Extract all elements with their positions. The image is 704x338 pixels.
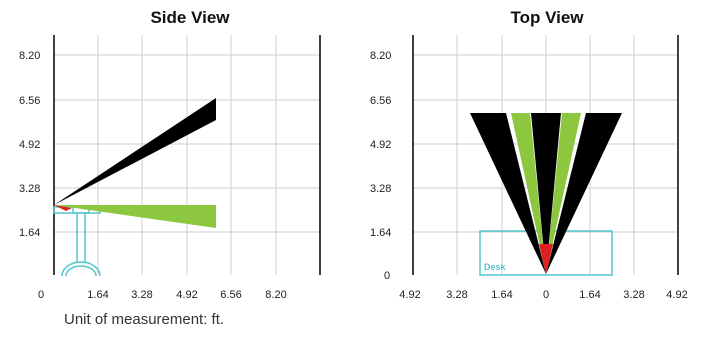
top-view-x-tick-label: 0 bbox=[543, 289, 549, 301]
side-view-x-tick-label: 8.20 bbox=[265, 289, 286, 301]
top-view-red-marker bbox=[539, 244, 553, 274]
top-view-x-tick-label: 1.64 bbox=[579, 289, 600, 301]
side-view-y-tick-label: 1.64 bbox=[19, 227, 40, 239]
top-view-x-tick-label: 1.64 bbox=[491, 289, 512, 301]
side-view-black-beam bbox=[54, 98, 216, 205]
top-view-y-tick-label: 0 bbox=[384, 270, 390, 282]
top-view-green-beam-left bbox=[511, 113, 546, 274]
top-view-x-tick-label: 4.92 bbox=[666, 289, 687, 301]
top-view-x-tick-label: 3.28 bbox=[446, 289, 467, 301]
top-view-x-tick-label: 3.28 bbox=[623, 289, 644, 301]
side-view-red-marker bbox=[54, 205, 72, 211]
top-view-black-beam-right bbox=[546, 113, 622, 274]
top-view-y-tick-label: 4.92 bbox=[370, 139, 391, 151]
top-view-y-tick-label: 3.28 bbox=[370, 183, 391, 195]
top-view-green-beam-right bbox=[546, 113, 581, 274]
top-view-desk-label: Desk bbox=[484, 262, 507, 272]
side-view-x-tick-label: 0 bbox=[38, 289, 44, 301]
top-view-y-tick-label: 8.20 bbox=[370, 50, 391, 62]
side-view-y-tick-label: 4.92 bbox=[19, 139, 40, 151]
side-view-green-beam bbox=[54, 205, 216, 228]
side-view-x-tick-label: 4.92 bbox=[176, 289, 197, 301]
top-view-y-tick-label: 1.64 bbox=[370, 227, 391, 239]
top-view-black-beam-center bbox=[531, 113, 561, 274]
unit-of-measurement-note: Unit of measurement: ft. bbox=[64, 311, 225, 328]
top-view-x-tick-label: 4.92 bbox=[399, 289, 420, 301]
top-view-black-beam-left bbox=[470, 113, 546, 274]
side-view-panel: 8.20 6.56 4.92 3.28 1.64 0 1.64 3.28 4.9… bbox=[19, 35, 321, 301]
side-view-y-tick-label: 8.20 bbox=[19, 50, 40, 62]
side-view-x-tick-label: 3.28 bbox=[131, 289, 152, 301]
top-view-title: Top View bbox=[510, 8, 584, 27]
side-view-title: Side View bbox=[150, 8, 230, 27]
top-view-beam-fan bbox=[470, 113, 622, 274]
top-view-panel: Desk 8.20 6.56 4.92 3.28 1.64 0 4.92 3.2… bbox=[370, 35, 688, 301]
side-view-x-tick-label: 6.56 bbox=[220, 289, 241, 301]
top-view-y-tick-label: 6.56 bbox=[370, 95, 391, 107]
side-view-y-tick-label: 6.56 bbox=[19, 95, 40, 107]
side-view-grid bbox=[54, 35, 320, 275]
side-view-stand-outline bbox=[53, 206, 101, 277]
side-view-x-tick-label: 1.64 bbox=[87, 289, 108, 301]
side-view-y-tick-label: 3.28 bbox=[19, 183, 40, 195]
